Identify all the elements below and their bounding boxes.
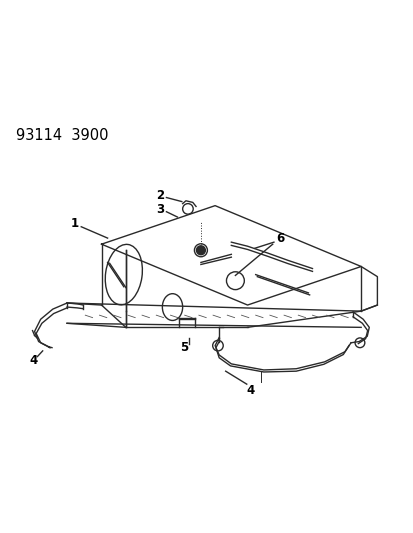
Text: 6: 6 (275, 232, 283, 245)
Text: 93114  3900: 93114 3900 (16, 128, 109, 143)
Circle shape (196, 246, 205, 255)
Text: 4: 4 (246, 384, 254, 397)
Text: 3: 3 (156, 203, 164, 216)
Text: 4: 4 (29, 354, 38, 367)
Text: 5: 5 (180, 341, 188, 354)
Text: 1: 1 (71, 217, 79, 230)
Text: 2: 2 (156, 189, 164, 202)
